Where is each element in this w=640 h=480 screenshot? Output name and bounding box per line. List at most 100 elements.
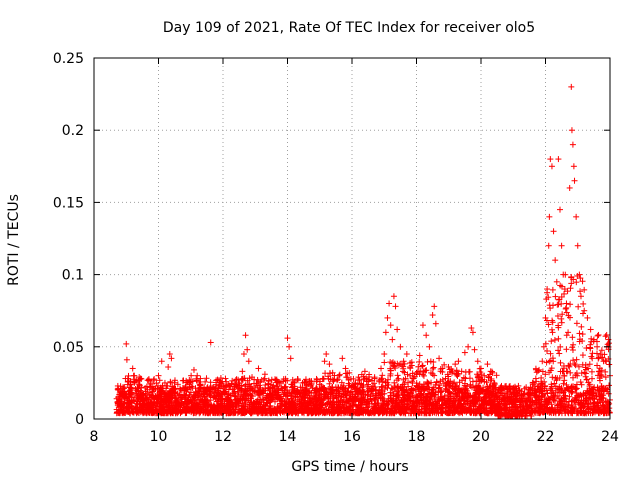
data-point xyxy=(219,378,226,385)
data-point xyxy=(565,329,572,336)
data-point xyxy=(395,375,402,382)
data-point xyxy=(378,365,385,372)
data-point xyxy=(580,310,587,317)
data-point xyxy=(587,341,594,348)
data-point xyxy=(452,361,459,368)
x-tick-label: 8 xyxy=(90,429,99,445)
data-point xyxy=(222,375,229,382)
data-point xyxy=(194,372,201,379)
data-point xyxy=(555,335,562,342)
data-point xyxy=(261,371,268,378)
data-point xyxy=(165,364,172,371)
data-point xyxy=(465,368,472,375)
data-point xyxy=(568,83,575,90)
data-point xyxy=(429,312,436,319)
y-tick-label: 0.05 xyxy=(53,340,84,356)
data-point xyxy=(587,326,594,333)
data-point xyxy=(207,339,214,346)
data-point xyxy=(569,141,576,148)
data-point xyxy=(188,372,195,379)
data-point xyxy=(190,366,197,373)
data-point xyxy=(202,378,209,385)
data-point xyxy=(167,378,174,385)
data-point xyxy=(573,279,580,286)
data-point xyxy=(423,332,430,339)
chart-title: Day 109 of 2021, Rate Of TEC Index for r… xyxy=(163,20,535,36)
data-point xyxy=(242,332,249,339)
data-point xyxy=(381,351,388,358)
data-point xyxy=(573,320,580,327)
data-point xyxy=(430,364,437,371)
y-tick-label: 0.25 xyxy=(53,51,84,67)
data-point xyxy=(125,372,132,379)
data-point xyxy=(379,372,386,379)
data-point xyxy=(239,368,246,375)
data-point xyxy=(545,242,552,249)
data-point xyxy=(549,374,556,381)
data-point xyxy=(416,358,423,365)
data-point xyxy=(594,362,601,369)
data-point xyxy=(289,376,296,383)
data-point xyxy=(579,352,586,359)
data-point xyxy=(455,358,462,365)
data-point xyxy=(563,300,570,307)
data-point xyxy=(184,379,191,386)
data-point xyxy=(546,302,553,309)
x-tick-label: 22 xyxy=(537,429,555,445)
data-point xyxy=(382,329,389,336)
data-point xyxy=(244,346,251,353)
data-point xyxy=(326,361,333,368)
data-point xyxy=(581,307,588,314)
data-point xyxy=(606,361,613,368)
data-point xyxy=(426,343,433,350)
data-point xyxy=(563,346,570,353)
y-tick-label: 0.15 xyxy=(53,195,84,211)
data-point xyxy=(393,377,400,384)
x-tick-label: 16 xyxy=(343,429,361,445)
data-point xyxy=(321,358,328,365)
data-point xyxy=(602,374,609,381)
data-point xyxy=(386,300,393,307)
data-points xyxy=(113,83,613,420)
data-point xyxy=(553,278,560,285)
data-point xyxy=(424,380,431,387)
data-point xyxy=(569,347,576,354)
data-point xyxy=(416,352,423,359)
data-point xyxy=(179,377,186,384)
x-tick-label: 12 xyxy=(214,429,232,445)
data-point xyxy=(384,314,391,321)
x-tick-label: 18 xyxy=(408,429,426,445)
data-point xyxy=(136,374,143,381)
data-point xyxy=(558,242,565,249)
data-point xyxy=(584,314,591,321)
data-point xyxy=(557,206,564,213)
data-point xyxy=(123,340,130,347)
x-tick-label: 20 xyxy=(472,429,490,445)
data-point xyxy=(583,345,590,352)
data-point xyxy=(400,358,407,365)
data-point xyxy=(588,368,595,375)
data-point xyxy=(323,351,330,358)
data-point xyxy=(232,409,239,416)
x-tick-label: 14 xyxy=(279,429,297,445)
data-point xyxy=(207,379,214,386)
x-axis-label: GPS time / hours xyxy=(291,459,408,475)
data-point xyxy=(548,338,555,345)
data-point xyxy=(568,127,575,134)
y-tick-label: 0.1 xyxy=(62,268,84,284)
data-point xyxy=(461,349,468,356)
data-point xyxy=(554,301,561,308)
data-point xyxy=(580,300,587,307)
data-point xyxy=(577,293,584,300)
data-point xyxy=(581,286,588,293)
data-point xyxy=(555,156,562,163)
data-point xyxy=(577,288,584,295)
data-point xyxy=(314,376,321,383)
x-tick-label: 10 xyxy=(150,429,168,445)
data-point xyxy=(135,377,142,384)
data-point xyxy=(567,369,574,376)
data-point xyxy=(432,320,439,327)
data-point xyxy=(229,377,236,384)
data-point xyxy=(419,362,426,369)
data-point xyxy=(558,315,565,322)
